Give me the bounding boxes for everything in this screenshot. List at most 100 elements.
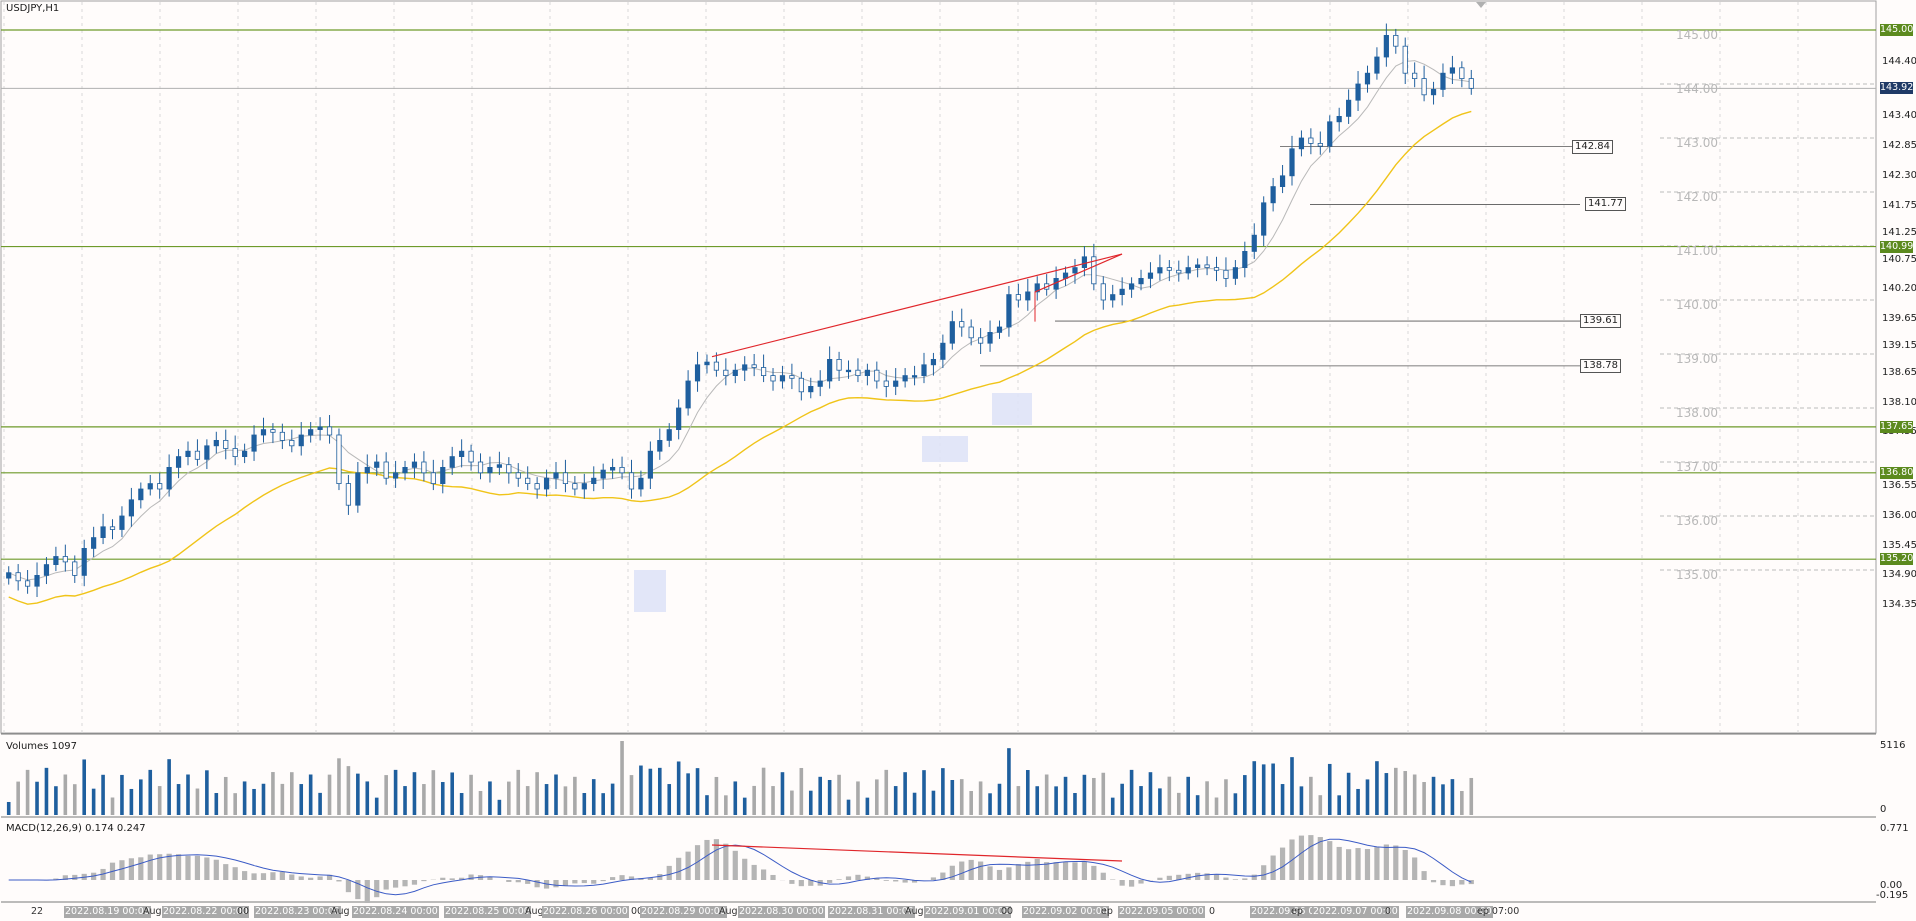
volume-bar (686, 773, 690, 815)
volume-bar (1224, 779, 1228, 815)
volume-bar (289, 772, 294, 815)
macd-histogram-bar (647, 877, 653, 880)
trend-lines[interactable] (711, 253, 1123, 358)
candle-body (1459, 67, 1465, 80)
candle-body (355, 472, 361, 506)
volume-bar (742, 797, 747, 815)
volume-bar (431, 770, 436, 815)
macd-histogram-bar (270, 872, 276, 880)
candle-body (345, 483, 352, 506)
main-pane-border (0, 0, 1877, 734)
macd-histogram-bar (562, 880, 569, 886)
candle-body (742, 364, 748, 371)
macd-histogram-bar (864, 876, 870, 880)
candle-body (1355, 83, 1361, 101)
chart-title: USDJPY,H1 (6, 3, 60, 14)
macd-histogram-bar (1072, 862, 1078, 880)
volume-bar (440, 782, 445, 815)
price-tick-label: 138.65 (1882, 366, 1916, 378)
candle-body (421, 461, 427, 474)
time-label: 2022.08.29 00:00 (640, 906, 727, 918)
volume-bar (1139, 786, 1143, 815)
macd-histogram-bar (1034, 858, 1040, 880)
volume-bar (1346, 772, 1351, 815)
volume-bar (139, 779, 143, 815)
volume-bar (818, 776, 823, 815)
volume-bar (252, 788, 256, 815)
volume-bar (6, 801, 11, 815)
candle-body (515, 472, 521, 479)
price-tick-label: 135.45 (1882, 539, 1916, 551)
candle-body (1346, 99, 1352, 117)
macd-max-label: 0.771 (1880, 823, 1909, 834)
volume-bar (16, 781, 20, 815)
time-label: 00 (1001, 906, 1014, 917)
candle-body (260, 429, 267, 436)
volume-bar (573, 776, 577, 815)
macd-histogram-bar (1430, 880, 1437, 883)
volume-bar (356, 773, 360, 815)
volume-bar (1082, 774, 1087, 815)
macd-histogram-bar (1195, 872, 1201, 880)
support-resistance-lines[interactable] (1, 29, 1876, 560)
volume-bar (1365, 779, 1370, 815)
candle-body (251, 434, 257, 452)
volume-bar (827, 779, 832, 815)
time-label: Aug (905, 906, 924, 917)
candle-body (317, 426, 323, 430)
volume-bar (1195, 795, 1200, 815)
target-price-label[interactable]: 141.77 (1585, 197, 1626, 212)
volume-bar (1271, 763, 1275, 815)
target-price-label[interactable]: 138.78 (1580, 358, 1621, 373)
volume-bar (856, 781, 860, 815)
candle-body (798, 377, 804, 393)
level-price-tag: 135.20 (1880, 553, 1914, 566)
candle-body (175, 456, 182, 468)
macd-histogram-bar (1081, 861, 1088, 880)
candle-body (1364, 72, 1371, 85)
candle-body (1015, 294, 1021, 301)
candle-body (213, 439, 219, 447)
time-label: 2022.08.22 00:00 (162, 906, 249, 918)
volume-bar (724, 795, 728, 815)
fast-ma-line (8, 60, 1472, 581)
macd-histogram-bar (487, 876, 493, 880)
macd-histogram-bar (138, 857, 144, 880)
scroll-marker-icon[interactable] (1476, 2, 1486, 8)
candle-body (1279, 175, 1286, 188)
candle-body (534, 483, 540, 490)
macd-histogram-bar (402, 880, 408, 887)
volume-bar (384, 775, 388, 815)
candle-body (676, 407, 682, 431)
time-label: 0 (1209, 906, 1216, 917)
slow-ma-line (8, 110, 1472, 605)
macd-histogram-bar (525, 880, 531, 884)
price-tick-label: 140.75 (1882, 253, 1916, 265)
volume-bar (299, 784, 304, 815)
candle-body (1034, 283, 1040, 293)
volume-bar (799, 767, 804, 815)
macd-histogram-bar (610, 877, 616, 880)
target-price-label[interactable]: 139.61 (1580, 314, 1621, 329)
volume-bar (54, 786, 58, 815)
candle-body (883, 380, 889, 387)
volume-bar (393, 769, 398, 815)
candle-body (921, 364, 927, 376)
candle-body (279, 431, 285, 441)
target-price-label[interactable]: 142.84 (1572, 139, 1613, 154)
candle-body (1336, 116, 1342, 123)
candles (6, 23, 1474, 597)
candle-body (874, 369, 880, 382)
volume-bar (318, 792, 322, 815)
volume-bar (535, 772, 539, 815)
candle-body (15, 572, 21, 582)
macd-histogram-bar (175, 854, 182, 880)
candle-body (185, 450, 191, 458)
macd-histogram-bar (1383, 844, 1389, 880)
candle-body (194, 450, 201, 460)
volume-bar (1356, 788, 1360, 815)
price-tick-label: 143.40 (1882, 110, 1916, 122)
time-label: 2022.09.05 00:00 (1118, 906, 1205, 918)
macd-histogram-bar (1213, 874, 1220, 880)
